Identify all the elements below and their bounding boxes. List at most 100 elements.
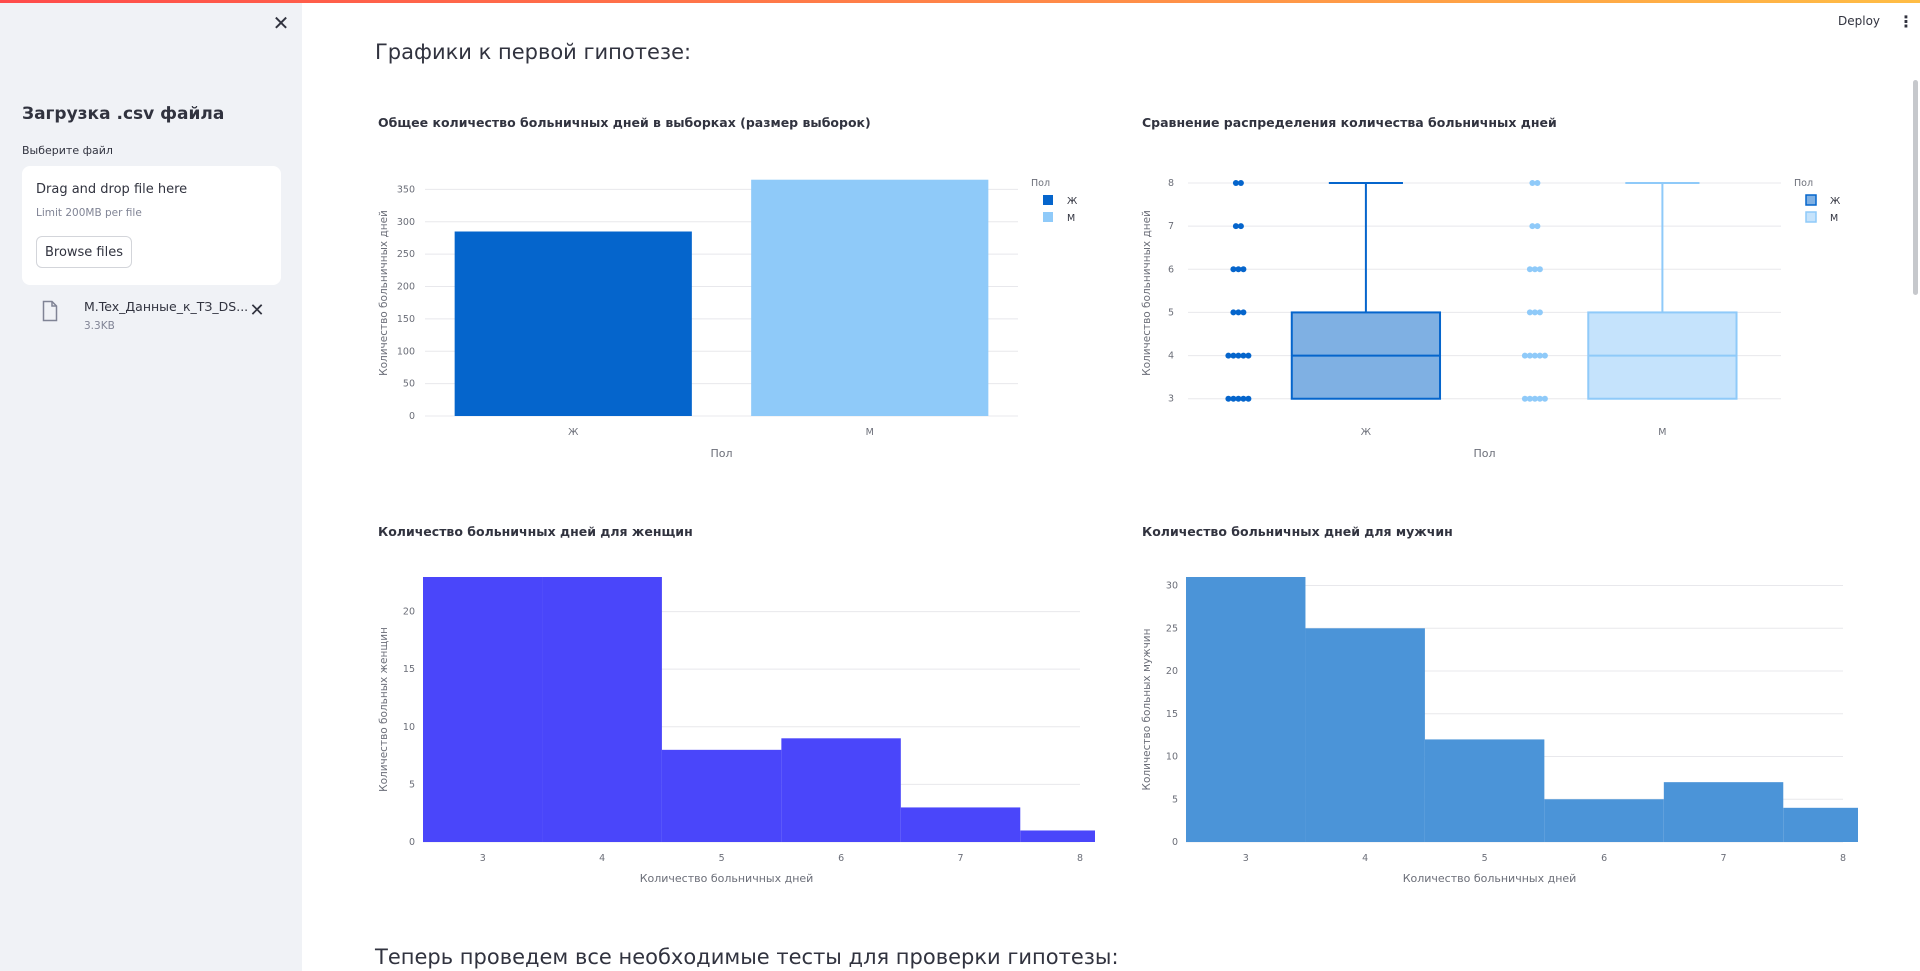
x-tick-label: 6 [1601, 853, 1607, 864]
chart-title: Сравнение распределения количества больн… [1142, 115, 1557, 130]
x-tick-label: 7 [958, 853, 964, 864]
deploy-button[interactable]: Deploy [1838, 14, 1881, 28]
bar [1783, 807, 1858, 842]
y-tick-label: 350 [397, 184, 415, 195]
data-point [1235, 352, 1242, 359]
data-point [1232, 179, 1239, 186]
data-point [1531, 352, 1538, 359]
y-tick-label: 250 [397, 249, 415, 260]
x-tick-label: 4 [1362, 853, 1368, 864]
data-point [1534, 179, 1541, 186]
x-tick-label: 7 [1721, 853, 1727, 864]
y-tick-label: 200 [397, 282, 415, 293]
section-heading: Теперь проведем все необходимые тесты дл… [375, 945, 1119, 969]
x-tick-label: 3 [480, 853, 486, 864]
y-tick-label: 3 [1168, 394, 1174, 405]
data-point [1531, 309, 1538, 316]
chart-title: Количество больничных дней для женщин [378, 524, 693, 539]
y-tick-label: 0 [409, 837, 415, 848]
bar [423, 577, 543, 842]
bar [781, 738, 901, 842]
sidebar-title: Загрузка .csv файла [22, 104, 225, 124]
data-point [1235, 395, 1242, 402]
y-tick-label: 15 [1166, 709, 1178, 720]
histogram-men: 0 5 10 15 20 25 30 3 4 5 6 7 8 Количество больничных … [1141, 577, 1858, 885]
bar [1544, 799, 1664, 842]
data-point [1235, 309, 1242, 316]
x-tick-label: Ж [1361, 427, 1372, 438]
y-tick-label: 10 [1166, 752, 1178, 763]
close-icon[interactable]: ✕ [272, 11, 290, 35]
data-point [1230, 266, 1237, 273]
y-tick-label: 4 [1168, 351, 1174, 362]
y-tick-label: 15 [403, 664, 415, 675]
data-point [1245, 395, 1252, 402]
x-tick-label: 5 [1482, 853, 1488, 864]
x-tick-label: 8 [1840, 853, 1846, 864]
file-size: 3.3KB [84, 320, 115, 332]
y-tick-label: 5 [1172, 794, 1178, 805]
browse-files-button[interactable]: Browse files [36, 236, 132, 268]
data-point [1536, 266, 1543, 273]
page-scrollbar[interactable] [1913, 80, 1918, 295]
data-point [1526, 266, 1533, 273]
y-axis-label: Количество больных мужчин [1141, 629, 1153, 791]
data-point [1526, 352, 1533, 359]
data-point [1534, 223, 1541, 230]
file-dropzone[interactable]: Drag and drop file here Limit 200MB per … [22, 166, 281, 285]
data-point [1531, 266, 1538, 273]
data-point [1237, 179, 1244, 186]
legend-swatch [1043, 212, 1053, 222]
data-point [1536, 395, 1543, 402]
data-point [1529, 179, 1536, 186]
x-axis-label: Количество больничных дней [1403, 872, 1577, 885]
y-tick-label: 5 [1168, 307, 1174, 318]
data-point [1225, 395, 1232, 402]
page-heading: Графики к первой гипотезе: [375, 40, 692, 64]
legend-swatch [1805, 194, 1817, 206]
x-tick-label: М [1658, 427, 1666, 438]
data-point [1225, 352, 1232, 359]
dropzone-limit-text: Limit 200MB per file [36, 207, 142, 219]
y-axis-label: Количество больничных дней [1141, 210, 1153, 376]
data-point [1230, 352, 1237, 359]
x-tick-label: 4 [599, 853, 605, 864]
dropzone-text: Drag and drop file here [36, 182, 188, 197]
data-point [1536, 352, 1543, 359]
data-point [1235, 266, 1242, 273]
data-point [1240, 395, 1247, 402]
legend-item: Ж [1067, 196, 1078, 207]
bar [1424, 739, 1545, 842]
data-point [1230, 309, 1237, 316]
y-tick-label: 50 [403, 379, 415, 390]
data-point [1245, 352, 1252, 359]
legend-swatch [1043, 195, 1053, 205]
x-axis-label: Пол [1473, 447, 1495, 460]
data-point [1521, 352, 1528, 359]
y-tick-label: 300 [397, 217, 415, 228]
kebab-menu-icon[interactable]: ⋮ [1898, 12, 1914, 31]
y-tick-label: 30 [1166, 581, 1178, 592]
data-point [1526, 395, 1533, 402]
data-point [1531, 395, 1538, 402]
bar [1663, 782, 1784, 842]
remove-file-icon[interactable]: ✕ [249, 300, 265, 321]
legend-title: Пол [1794, 178, 1813, 189]
bar [1186, 577, 1306, 842]
data-point [1230, 395, 1237, 402]
y-tick-label: 0 [1172, 837, 1178, 848]
file-name: M.Tex_Данные_к_ТЗ_DS... [84, 299, 249, 314]
legend-swatch [1805, 211, 1817, 223]
y-axis-label: Количество больных женщин [378, 627, 390, 792]
y-tick-label: 8 [1168, 178, 1174, 189]
bar [1305, 628, 1425, 842]
y-tick-label: 10 [403, 722, 415, 733]
bar [900, 807, 1021, 842]
data-point [1526, 309, 1533, 316]
y-tick-label: 5 [409, 779, 415, 790]
data-point [1541, 352, 1548, 359]
y-tick-label: 25 [1166, 623, 1178, 634]
legend-title: Пол [1031, 178, 1050, 189]
